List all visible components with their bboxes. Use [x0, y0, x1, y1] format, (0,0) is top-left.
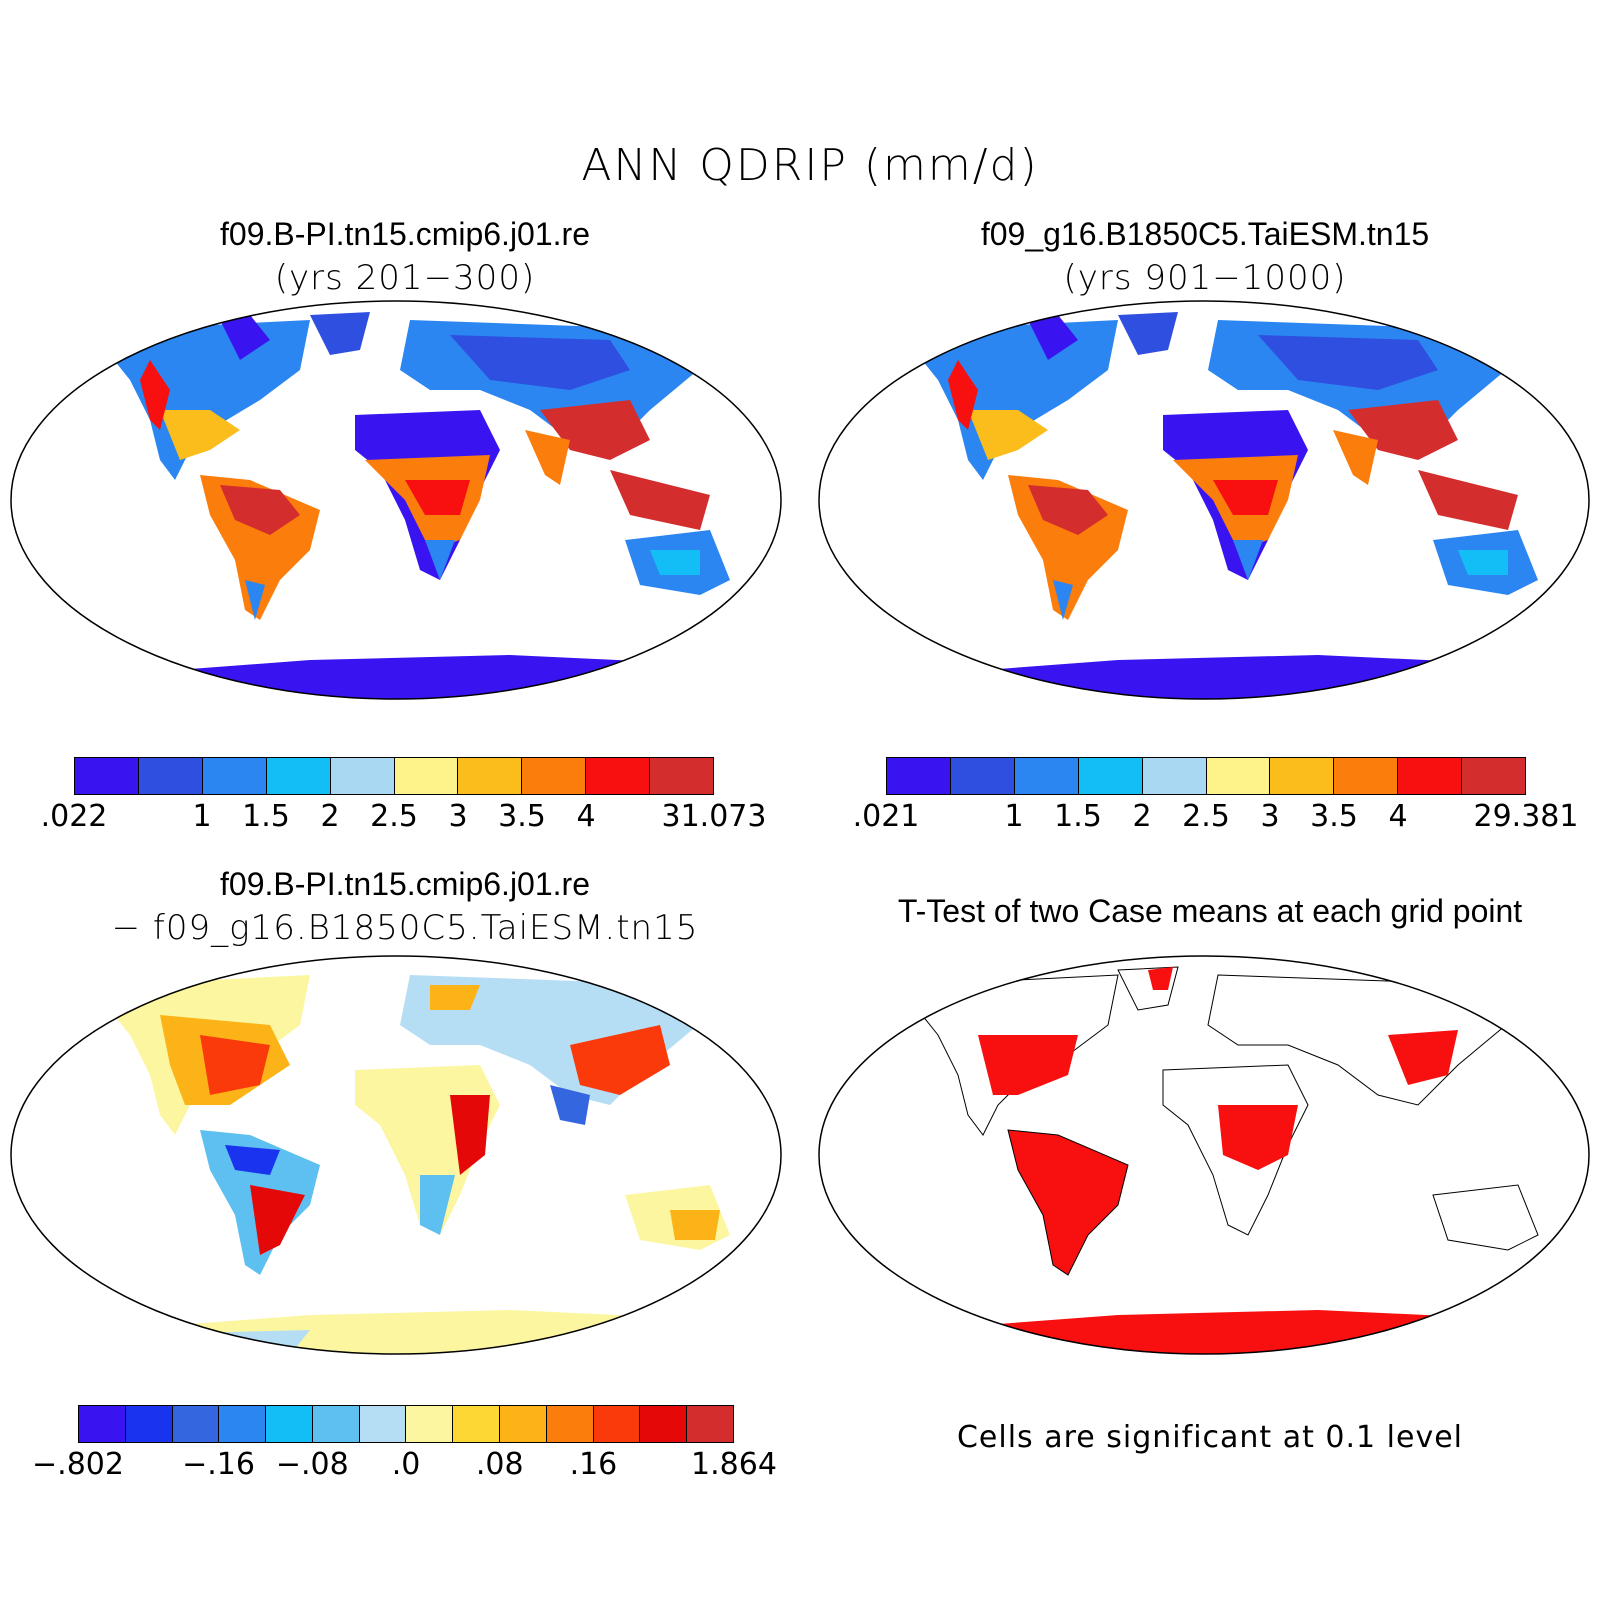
panel4-significance-fields	[917, 966, 1539, 1354]
panel1-map	[10, 300, 782, 700]
panel3-title: f09.B-PI.tn15.cmip6.j01.re	[220, 866, 590, 902]
cb2-tick-label: 1.5	[1054, 799, 1102, 834]
significance-note: Cells are significant at 0.1 level	[956, 1420, 1463, 1455]
panel3-land-fields	[110, 975, 730, 1354]
panel1-subtitle: (yrs 201−300)	[274, 258, 536, 298]
cb1-cell	[650, 758, 714, 794]
cb1-tick-label: 1	[192, 799, 212, 834]
panel3-colorbar	[78, 1405, 734, 1443]
cb2-cell	[1014, 758, 1079, 794]
cb3-cell	[172, 1406, 220, 1442]
cb3-cell	[640, 1406, 688, 1442]
cb3-cell	[453, 1406, 501, 1442]
panel3-subtitle: − f09_g16.B1850C5.TaiESM.tn15	[111, 908, 699, 948]
panel1-title: f09.B-PI.tn15.cmip6.j01.re	[220, 216, 590, 252]
cb1-tick-label: 4	[576, 799, 596, 834]
cb3-tick-label: .08	[475, 1447, 524, 1482]
panel2-map	[818, 300, 1590, 700]
cb3-cell	[125, 1406, 173, 1442]
cb1-tick-label: 2.5	[370, 799, 418, 834]
cb2-tick-label: 4	[1388, 799, 1408, 834]
cb2-tick-label: 2	[1132, 799, 1152, 834]
cb2-tick-label: .021	[852, 799, 920, 834]
panel1-land-fields	[110, 312, 730, 699]
cb1-cell	[522, 758, 587, 794]
cb3-tick-label: .0	[391, 1447, 421, 1482]
cb1-cell	[458, 758, 523, 794]
panel2-title: f09_g16.B1850C5.TaiESM.tn15	[980, 216, 1430, 252]
cb2-cell	[1078, 758, 1143, 794]
cb3-cell	[312, 1406, 360, 1442]
cb1-tick-label: 1.5	[242, 799, 290, 834]
cb3-cell	[359, 1406, 407, 1442]
cb3-cell	[406, 1406, 454, 1442]
cb2-cell	[950, 758, 1015, 794]
cb2-tick-label: 1	[1004, 799, 1024, 834]
cb2-tick-label: 29.381	[1473, 799, 1579, 834]
cb2-tick-label: 3.5	[1310, 799, 1358, 834]
panel1-colorbar	[74, 757, 714, 795]
figure-title: ANN QDRIP (mm/d)	[581, 140, 1039, 191]
cb3-cell	[79, 1406, 126, 1442]
panel3-map	[10, 955, 782, 1355]
panel2-colorbar	[886, 757, 1526, 795]
cb3-cell	[266, 1406, 313, 1442]
cb1-cell	[394, 758, 459, 794]
panel4-title: T-Test of two Case means at each grid po…	[897, 893, 1523, 929]
cb2-cell	[1334, 758, 1399, 794]
panel2-subtitle: (yrs 901−1000)	[1063, 258, 1347, 298]
cb3-cell	[500, 1406, 547, 1442]
cb3-tick-label: −.16	[182, 1447, 255, 1482]
cb3-tick-label: −.08	[275, 1447, 349, 1482]
cb3-tick-label: −.802	[32, 1447, 124, 1482]
cb3-cell	[593, 1406, 641, 1442]
cb3-tick-label: 1.864	[691, 1447, 777, 1482]
cb1-cell	[586, 758, 651, 794]
cb2-cell	[1270, 758, 1335, 794]
cb2-tick-label: 2.5	[1182, 799, 1230, 834]
panel2-land-fields	[918, 312, 1538, 699]
cb1-tick-label: 31.073	[661, 799, 767, 834]
cb3-cell	[546, 1406, 594, 1442]
cb2-cell	[1398, 758, 1463, 794]
cb2-cell	[1206, 758, 1271, 794]
cb1-tick-label: 2	[320, 799, 340, 834]
cb1-cell	[75, 758, 139, 794]
cb1-cell	[266, 758, 331, 794]
cb2-cell	[1142, 758, 1207, 794]
cb1-tick-label: 3	[448, 799, 468, 834]
cb3-cell	[219, 1406, 267, 1442]
cb1-tick-label: 3.5	[498, 799, 546, 834]
cb2-tick-label: 3	[1260, 799, 1280, 834]
cb1-cell	[330, 758, 395, 794]
cb3-cell	[687, 1406, 733, 1442]
cb1-cell	[202, 758, 267, 794]
cb1-tick-label: .022	[40, 799, 108, 834]
cb2-cell	[1462, 758, 1526, 794]
cb3-tick-label: .16	[569, 1447, 618, 1482]
cb1-cell	[138, 758, 203, 794]
panel4-map	[818, 955, 1590, 1355]
cb2-cell	[887, 758, 951, 794]
